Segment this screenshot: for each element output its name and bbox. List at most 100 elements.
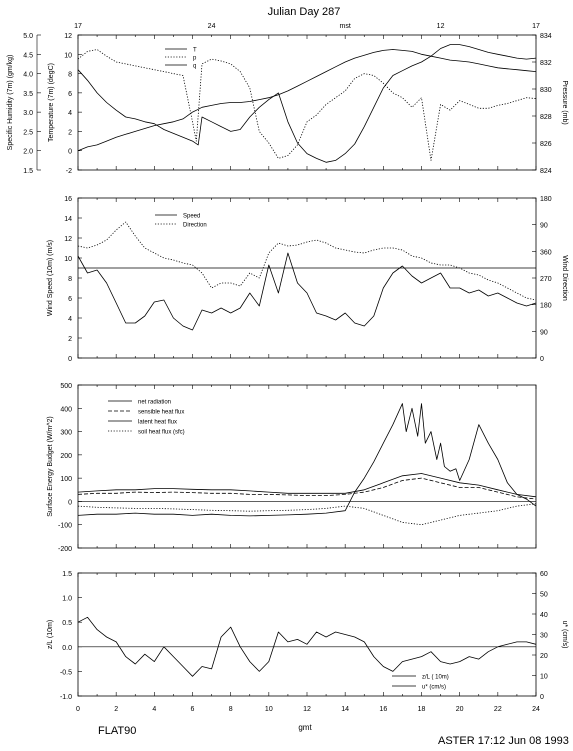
met-left2-tick-label: 3.5 [23, 91, 33, 98]
energy-series-soil-heat-flux-sfc- [77, 503, 537, 526]
wind-right-tick-label: 90 [540, 223, 548, 230]
wind-series-direction [77, 221, 537, 301]
met-y-tick-label: 4 [68, 110, 72, 117]
met-ylabel-left2: Specific Humidity (7m) (gm/kg) [7, 55, 14, 151]
stability-y-tick-label: 0.0 [62, 645, 72, 652]
energy-ylabel-left: Surface Energy Budget (W/m^2) [47, 416, 54, 517]
stability-legend-label: z/L ( 10m) [422, 675, 449, 681]
wind-plot-frame [77, 197, 537, 359]
energy-series-latent-heat-flux [77, 473, 537, 498]
top-axis-tick-label: 24 [208, 23, 216, 30]
met-series-q [77, 44, 537, 163]
wind-series-speed [77, 252, 537, 331]
energy-series-net-radiation [77, 403, 537, 517]
bottom-axis-tick-label: 0 [76, 706, 80, 713]
bottom-axis-tick-label: 4 [152, 706, 156, 713]
met-left2-tick-label: 2.5 [23, 129, 33, 136]
met-left2-tick-label: 4.5 [23, 52, 33, 59]
met-y-tick-label: 2 [68, 129, 72, 136]
wind-panel: 0 2 4 6 8 10 12 14 16 0 90 180 270 360 90 180 Wind Speed… [47, 196, 568, 363]
wind-ylabel-left: Wind Speed (10m) (m/s) [47, 240, 54, 316]
stability-series-z-l-10m- [77, 616, 537, 677]
met-right-tick-label: 826 [540, 141, 552, 148]
met-y-tick-label: -2 [66, 168, 72, 175]
wind-legend-label: Direction [183, 223, 207, 229]
met-y-tick-label: 12 [64, 33, 72, 40]
energy-y-tick-label: 200 [60, 453, 72, 460]
footer-left: FLAT90 [98, 725, 137, 737]
stability-ylabel-left: z/L (10m) [47, 620, 54, 649]
met-y-tick-label: 0 [68, 149, 72, 156]
energy-legend-label: soil heat flux (sfc) [138, 430, 185, 436]
wind-right-tick-label: 90 [540, 329, 548, 336]
met-legend-label: q [193, 64, 196, 70]
wind-y-tick-label: 12 [64, 236, 72, 243]
met-plot-frame [77, 34, 537, 171]
stability-y-tick-label: 1.0 [62, 596, 72, 603]
wind-y-tick-label: 0 [68, 356, 72, 363]
met-left2-tick-label: 5.0 [23, 33, 33, 40]
bottom-axis-tick-label: 6 [191, 706, 195, 713]
met-right-tick-label: 824 [540, 168, 552, 175]
energy-y-tick-label: -200 [58, 546, 72, 553]
met-left2-tick-label: 4.0 [23, 72, 33, 79]
energy-y-tick-label: 300 [60, 430, 72, 437]
bottom-axis-tick-label: 12 [303, 706, 311, 713]
wind-right-tick-label: 270 [540, 276, 552, 283]
stability-legend-label: u* (cm/s) [422, 685, 446, 691]
energy-legend-label: sensible heat flux [138, 410, 184, 416]
wind-y-tick-label: 14 [64, 216, 72, 223]
stability-y-tick-label: 1.5 [62, 571, 72, 578]
bottom-axis-tick-label: 18 [418, 706, 426, 713]
x-axis-label: gmt [298, 723, 312, 732]
met-panel: -2 0 2 4 6 8 10 12 1.5 2.0 2.5 3.0 3.5 4.0 4.5 5.0 824 82… [7, 33, 568, 175]
wind-y-tick-label: 4 [68, 316, 72, 323]
met-y-tick-label: 6 [68, 91, 72, 98]
met-y-tick-label: 10 [64, 52, 72, 59]
bottom-axis-tick-label: 22 [494, 706, 502, 713]
energy-series-sensible-heat-flux [77, 477, 537, 500]
top-axis-tick-label: 12 [437, 23, 445, 30]
met-left2-tick-label: 2.0 [23, 149, 33, 156]
energy-y-tick-label: 0 [68, 499, 72, 506]
stability-panel: -1.0 -0.5 0.0 0.5 1.0 1.5 0 10 20 30 40 50 60 z/L (10… [47, 571, 568, 701]
bottom-axis-tick-label: 10 [265, 706, 273, 713]
met-left2-tick-label: 1.5 [23, 168, 33, 175]
bottom-axis-tick-label: 2 [114, 706, 118, 713]
wind-y-tick-label: 10 [64, 256, 72, 263]
wind-y-tick-label: 2 [68, 336, 72, 343]
wind-legend-label: Speed [183, 214, 200, 220]
met-right-tick-label: 828 [540, 114, 552, 121]
met-left2-tick-label: 3.0 [23, 110, 33, 117]
wind-right-tick-label: 360 [540, 249, 552, 256]
stability-right-tick-label: 10 [540, 674, 548, 681]
bottom-axis-tick-label: 20 [456, 706, 464, 713]
met-series-t [77, 49, 537, 152]
wind-y-tick-label: 6 [68, 296, 72, 303]
stability-ylabel-right: u* (cm/s) [561, 621, 568, 649]
stability-right-tick-label: 40 [540, 612, 548, 619]
top-axis-tick-label: mst [340, 23, 351, 30]
stability-y-tick-label: -0.5 [60, 669, 72, 676]
top-axis-tick-label: 17 [74, 23, 82, 30]
energy-y-tick-label: -100 [58, 523, 72, 530]
stability-right-tick-label: 20 [540, 653, 548, 660]
wind-y-tick-label: 8 [68, 276, 72, 283]
met-ylabel-left: Temperature (7m) (degC) [48, 63, 55, 142]
met-right-tick-label: 830 [540, 87, 552, 94]
met-legend-label: p [193, 56, 197, 62]
energy-y-tick-label: 400 [60, 406, 72, 413]
met-right-tick-label: 834 [540, 33, 552, 40]
bottom-axis-tick-label: 14 [341, 706, 349, 713]
wind-y-tick-label: 16 [64, 196, 72, 203]
footer-right: ASTER 17:12 Jun 08 1993 [438, 735, 569, 747]
bottom-axis-tick-label: 24 [532, 706, 540, 713]
energy-legend-label: net radiation [138, 400, 171, 406]
stability-right-tick-label: 0 [540, 694, 544, 701]
wind-right-tick-label: 0 [540, 356, 544, 363]
energy-y-tick-label: 100 [60, 476, 72, 483]
energy-legend-label: latent heat flux [138, 420, 177, 426]
stability-y-tick-label: -1.0 [60, 694, 72, 701]
bottom-axis-tick-label: 8 [229, 706, 233, 713]
